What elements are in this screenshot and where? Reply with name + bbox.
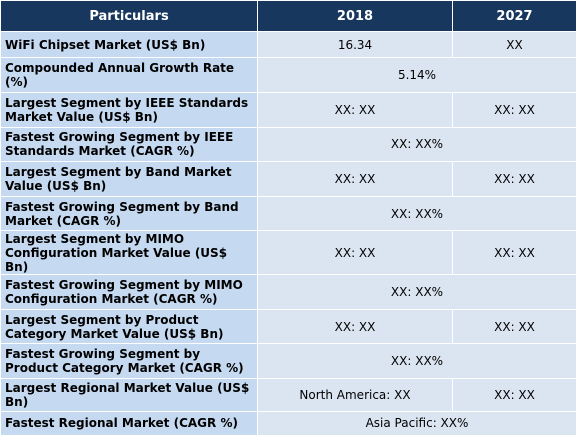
row-label: WiFi Chipset Market (US$ Bn)	[0, 30, 258, 59]
value-2027: XX: XX	[452, 377, 576, 412]
row-label: Largest Segment by MIMO Configuration Ma…	[0, 230, 258, 276]
value-2018: North America: XX	[257, 377, 453, 412]
row-label: Largest Regional Market Value (US$ Bn)	[0, 377, 258, 412]
table-row: WiFi Chipset Market (US$ Bn) 16.34 XX	[0, 30, 576, 59]
table-row: Fastest Growing Segment by MIMO Configur…	[0, 274, 576, 310]
table-row: Fastest Growing Segment by Product Categ…	[0, 343, 576, 379]
table-row: Largest Segment by MIMO Configuration Ma…	[0, 230, 576, 276]
value-2018: 16.34	[257, 30, 453, 59]
table-row: Largest Regional Market Value (US$ Bn) N…	[0, 377, 576, 412]
row-label: Fastest Growing Segment by Product Categ…	[0, 343, 258, 379]
value-2027: XX: XX	[452, 230, 576, 276]
value-2018: XX: XX	[257, 308, 453, 345]
value-2018: XX: XX	[257, 161, 453, 197]
row-label: Fastest Regional Market (CAGR %)	[0, 410, 258, 436]
value-merged: XX: XX%	[257, 274, 576, 310]
value-merged: Asia Pacific: XX%	[257, 410, 576, 436]
table-row: Compounded Annual Growth Rate (%) 5.14%	[0, 57, 576, 94]
value-2027: XX	[452, 30, 576, 59]
row-label: Largest Segment by Product Category Mark…	[0, 308, 258, 345]
table-row: Fastest Growing Segment by Band Market (…	[0, 195, 576, 232]
row-label: Largest Segment by IEEE Standards Market…	[0, 92, 258, 128]
row-label: Compounded Annual Growth Rate (%)	[0, 57, 258, 94]
value-merged: XX: XX%	[257, 126, 576, 163]
value-2018: XX: XX	[257, 230, 453, 276]
table-row: Largest Segment by IEEE Standards Market…	[0, 92, 576, 128]
table-row: Largest Segment by Band Market Value (US…	[0, 161, 576, 197]
row-label: Fastest Growing Segment by IEEE Standard…	[0, 126, 258, 163]
value-2027: XX: XX	[452, 92, 576, 128]
table-row: Largest Segment by Product Category Mark…	[0, 308, 576, 345]
row-label: Fastest Growing Segment by Band Market (…	[0, 195, 258, 232]
header-particulars: Particulars	[0, 0, 258, 32]
value-2018: XX: XX	[257, 92, 453, 128]
value-2027: XX: XX	[452, 308, 576, 345]
value-merged: XX: XX%	[257, 195, 576, 232]
table-row: Fastest Regional Market (CAGR %) Asia Pa…	[0, 410, 576, 436]
header-row: Particulars 2018 2027	[0, 0, 576, 32]
row-label: Fastest Growing Segment by MIMO Configur…	[0, 274, 258, 310]
value-2027: XX: XX	[452, 161, 576, 197]
value-merged: XX: XX%	[257, 343, 576, 379]
row-label: Largest Segment by Band Market Value (US…	[0, 161, 258, 197]
value-merged: 5.14%	[257, 57, 576, 94]
header-2027: 2027	[452, 0, 576, 32]
table-row: Fastest Growing Segment by IEEE Standard…	[0, 126, 576, 163]
header-2018: 2018	[257, 0, 453, 32]
